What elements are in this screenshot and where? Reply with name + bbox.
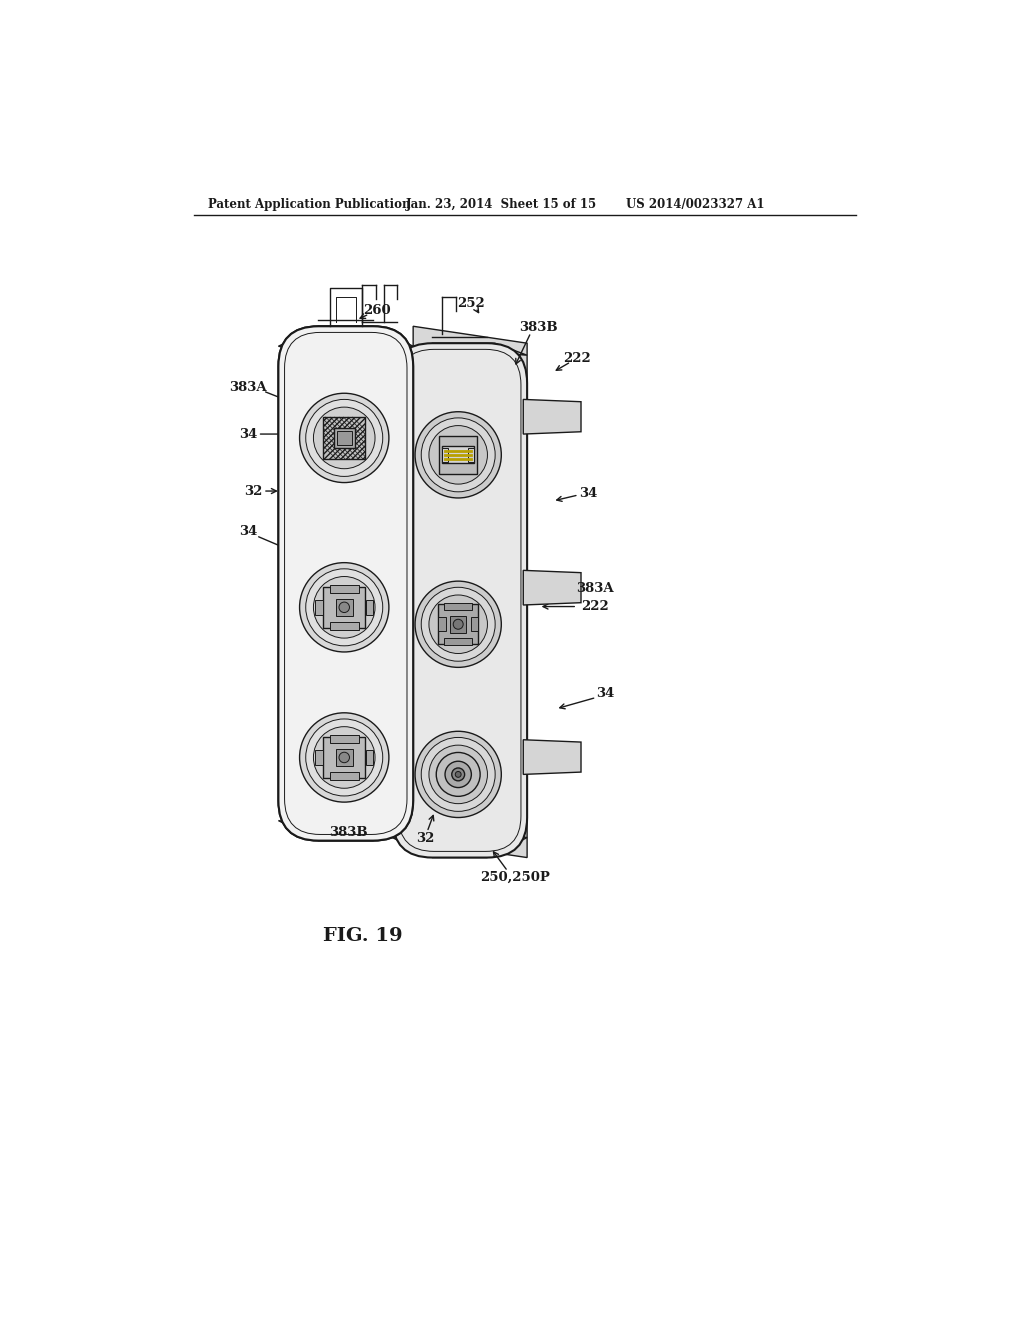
FancyBboxPatch shape xyxy=(295,367,309,800)
Bar xyxy=(336,598,353,616)
Circle shape xyxy=(300,562,389,652)
Polygon shape xyxy=(523,739,581,775)
Circle shape xyxy=(415,412,502,498)
Bar xyxy=(330,622,358,630)
Bar xyxy=(438,605,478,644)
Text: 222: 222 xyxy=(563,352,591,366)
Circle shape xyxy=(429,425,487,484)
Circle shape xyxy=(421,587,496,661)
Circle shape xyxy=(452,768,465,781)
Bar xyxy=(471,618,478,631)
Circle shape xyxy=(313,726,375,788)
Bar xyxy=(330,772,358,780)
Text: FIG. 19: FIG. 19 xyxy=(324,927,402,945)
Bar xyxy=(366,599,374,615)
Circle shape xyxy=(300,713,389,803)
Text: 34: 34 xyxy=(596,686,614,700)
Bar xyxy=(330,585,358,593)
Bar xyxy=(442,447,449,462)
Text: 383B: 383B xyxy=(329,826,368,840)
Text: 222: 222 xyxy=(581,601,608,612)
Text: 250,250P: 250,250P xyxy=(480,871,551,884)
FancyBboxPatch shape xyxy=(382,367,396,800)
Bar xyxy=(438,618,445,631)
Polygon shape xyxy=(413,326,527,858)
Text: 34: 34 xyxy=(240,524,258,537)
Text: 252: 252 xyxy=(457,297,484,310)
Bar xyxy=(444,639,472,645)
Bar xyxy=(439,436,477,474)
Circle shape xyxy=(421,418,496,492)
Text: 34: 34 xyxy=(580,487,598,500)
Text: 32: 32 xyxy=(245,484,263,498)
Bar xyxy=(442,446,474,463)
Text: 383B: 383B xyxy=(519,321,558,334)
Bar xyxy=(315,750,323,766)
Circle shape xyxy=(421,738,496,812)
Text: US 2014/0023327 A1: US 2014/0023327 A1 xyxy=(626,198,764,211)
FancyBboxPatch shape xyxy=(279,326,413,841)
Bar xyxy=(468,447,474,462)
Circle shape xyxy=(456,771,461,777)
Circle shape xyxy=(445,762,471,788)
Polygon shape xyxy=(279,326,527,363)
Circle shape xyxy=(306,569,383,645)
Bar xyxy=(315,599,323,615)
FancyBboxPatch shape xyxy=(392,343,527,858)
Circle shape xyxy=(339,752,349,763)
Polygon shape xyxy=(279,821,527,858)
Text: 32: 32 xyxy=(417,832,434,845)
Circle shape xyxy=(415,731,502,817)
Bar xyxy=(324,586,365,628)
Bar xyxy=(330,735,358,743)
Text: 260: 260 xyxy=(364,304,391,317)
Circle shape xyxy=(300,393,389,483)
Circle shape xyxy=(313,577,375,638)
Text: Patent Application Publication: Patent Application Publication xyxy=(208,198,410,211)
Circle shape xyxy=(313,407,375,469)
Bar xyxy=(334,428,354,449)
Bar xyxy=(324,417,365,459)
Circle shape xyxy=(429,595,487,653)
Text: Jan. 23, 2014  Sheet 15 of 15: Jan. 23, 2014 Sheet 15 of 15 xyxy=(407,198,597,211)
Circle shape xyxy=(454,619,463,630)
Circle shape xyxy=(415,581,502,668)
Polygon shape xyxy=(523,570,581,605)
Polygon shape xyxy=(523,400,581,434)
Bar xyxy=(324,737,365,779)
Circle shape xyxy=(306,400,383,477)
Bar xyxy=(336,748,353,766)
Circle shape xyxy=(429,744,487,804)
Text: 383A: 383A xyxy=(577,582,613,594)
Bar xyxy=(366,750,374,766)
FancyBboxPatch shape xyxy=(279,326,413,841)
Circle shape xyxy=(436,752,480,796)
Bar xyxy=(444,603,472,610)
Circle shape xyxy=(306,719,383,796)
Text: 383A: 383A xyxy=(228,381,266,395)
Circle shape xyxy=(339,602,349,612)
Bar xyxy=(337,430,351,445)
Text: 34: 34 xyxy=(240,428,258,441)
Bar xyxy=(450,616,467,632)
